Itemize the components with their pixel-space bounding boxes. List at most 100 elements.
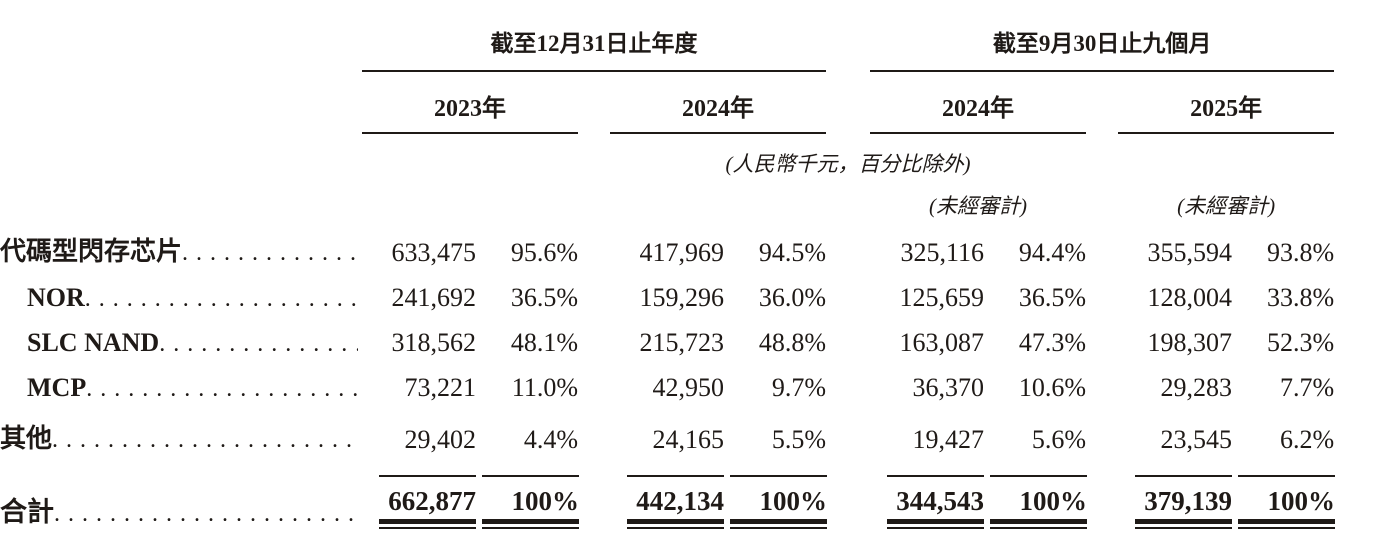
value-cell: 42,950 xyxy=(652,373,725,402)
pct-cell: 5.5% xyxy=(771,425,827,454)
group-header-fy: 截至12月31日止年度 xyxy=(362,24,827,72)
note-row: (人民幣千元，百分比除外) xyxy=(0,133,1334,180)
value-cell: 417,969 xyxy=(639,238,725,267)
year-header-2025: 2025年 xyxy=(1118,71,1335,134)
column-spacer xyxy=(1086,71,1118,133)
group-gap-spacer xyxy=(826,276,870,321)
empty-cell xyxy=(362,180,826,224)
pct-cell: 52.3% xyxy=(1266,328,1335,357)
dot-leader xyxy=(159,331,358,358)
unaudited-note-2025: (未經審計) xyxy=(1177,194,1276,218)
column-spacer xyxy=(578,366,610,411)
total-label: 合計 xyxy=(0,497,54,527)
pct-cell: 36.0% xyxy=(758,283,827,312)
value-cell: 125,659 xyxy=(899,283,985,312)
row-label-cell: NOR xyxy=(0,276,362,321)
pct-cell: 36.5% xyxy=(510,283,578,312)
table-row: NOR 241,692 36.5% 159,296 36.0% 125,659 … xyxy=(0,276,1334,321)
currency-note: (人民幣千元，百分比除外) xyxy=(725,152,971,176)
label-column-spacer xyxy=(0,133,362,180)
column-spacer xyxy=(1086,411,1118,463)
value-cell: 159,296 xyxy=(639,283,725,312)
total-value-cell: 379,139 xyxy=(1118,463,1238,529)
value-cell: 163,087 xyxy=(899,328,985,357)
group-header-9m: 截至9月30日止九個月 xyxy=(870,24,1335,72)
column-spacer xyxy=(1086,180,1118,224)
row-label-cell: SLC NAND xyxy=(0,321,362,366)
dot-leader xyxy=(54,501,358,528)
group-gap-spacer xyxy=(826,321,870,366)
column-spacer xyxy=(1086,224,1118,276)
value-cell: 19,427 xyxy=(912,425,985,454)
unaudited-note-2024-9m: (未經審計) xyxy=(929,194,1028,218)
year-header-2024-fy: 2024年 xyxy=(610,71,827,134)
value-cell: 73,221 xyxy=(404,373,477,402)
total-label-cell: 合計 xyxy=(0,463,362,529)
value-cell: 29,283 xyxy=(1160,373,1233,402)
value-cell: 198,307 xyxy=(1147,328,1233,357)
value-cell: 241,692 xyxy=(391,283,477,312)
value-cell: 36,370 xyxy=(912,373,985,402)
pct-cell: 94.4% xyxy=(1018,238,1087,267)
total-value-cell: 344,543 xyxy=(870,463,990,529)
unaudited-row: (未經審計) (未經審計) xyxy=(0,180,1334,224)
year-header-row: 2023年 2024年 2024年 2025年 xyxy=(0,71,1335,134)
pct-cell: 9.7% xyxy=(771,373,827,402)
value-cell: 318,562 xyxy=(391,328,477,357)
pct-cell: 48.1% xyxy=(510,328,578,357)
total-pct-cell: 100% xyxy=(990,463,1088,529)
column-spacer xyxy=(1086,366,1118,411)
value-cell: 128,004 xyxy=(1147,283,1233,312)
label-column-spacer xyxy=(0,180,362,224)
revenue-breakdown-table: 截至12月31日止年度 截至9月30日止九個月 2023年 2024年 2024… xyxy=(0,24,1336,529)
table-row: 代碼型閃存芯片 633,475 95.6% 417,969 94.5% 325,… xyxy=(0,224,1334,276)
label-column-spacer xyxy=(0,71,362,133)
column-spacer xyxy=(1086,321,1118,366)
pct-cell: 93.8% xyxy=(1266,238,1335,267)
column-spacer xyxy=(578,411,610,463)
pct-cell: 47.3% xyxy=(1018,328,1087,357)
year-header-2024-9m: 2024年 xyxy=(870,71,1087,134)
value-cell: 29,402 xyxy=(404,425,477,454)
total-pct-cell: 100% xyxy=(730,463,827,529)
total-value-cell: 662,877 xyxy=(362,463,482,529)
pct-cell: 7.7% xyxy=(1279,373,1335,402)
total-row: 合計 662,877 100% 442,134 100% 344,543 100… xyxy=(0,463,1336,529)
pct-cell: 48.8% xyxy=(758,328,827,357)
group-gap-spacer xyxy=(826,180,870,224)
column-spacer xyxy=(578,463,610,529)
row-label-cell: 代碼型閃存芯片 xyxy=(0,224,362,276)
group-header-row: 截至12月31日止年度 截至9月30日止九個月 xyxy=(0,24,1335,72)
group-gap-spacer xyxy=(826,71,870,133)
row-label: 代碼型閃存芯片 xyxy=(0,237,183,266)
dot-leader xyxy=(85,286,358,313)
total-pct-cell: 100% xyxy=(482,463,579,529)
pct-cell: 10.6% xyxy=(1018,373,1087,402)
column-spacer xyxy=(578,71,610,133)
table-row: MCP 73,221 11.0% 42,950 9.7% 36,370 10.6… xyxy=(0,366,1334,411)
dot-leader xyxy=(182,240,358,267)
dot-leader xyxy=(52,427,358,454)
dot-leader xyxy=(86,376,358,403)
pct-cell: 4.4% xyxy=(523,425,578,454)
group-gap-spacer xyxy=(826,463,870,529)
value-cell: 633,475 xyxy=(391,238,477,267)
pct-cell: 11.0% xyxy=(511,373,578,402)
group-gap-spacer xyxy=(826,366,870,411)
group-gap-spacer xyxy=(826,24,870,71)
row-label: MCP xyxy=(27,373,87,402)
pct-cell: 5.6% xyxy=(1031,425,1087,454)
label-column-spacer xyxy=(0,24,362,71)
pct-cell: 94.5% xyxy=(758,238,827,267)
row-label: SLC NAND xyxy=(27,328,160,357)
column-spacer xyxy=(1086,463,1118,529)
table-row: SLC NAND 318,562 48.1% 215,723 48.8% 163… xyxy=(0,321,1334,366)
table-row: 其他 29,402 4.4% 24,165 5.5% 19,427 5.6% 2… xyxy=(0,411,1334,463)
row-label-cell: MCP xyxy=(0,366,362,411)
value-cell: 215,723 xyxy=(639,328,725,357)
column-spacer xyxy=(578,276,610,321)
column-spacer xyxy=(578,321,610,366)
pct-cell: 95.6% xyxy=(510,238,578,267)
value-cell: 325,116 xyxy=(900,238,985,267)
pct-cell: 33.8% xyxy=(1266,283,1335,312)
